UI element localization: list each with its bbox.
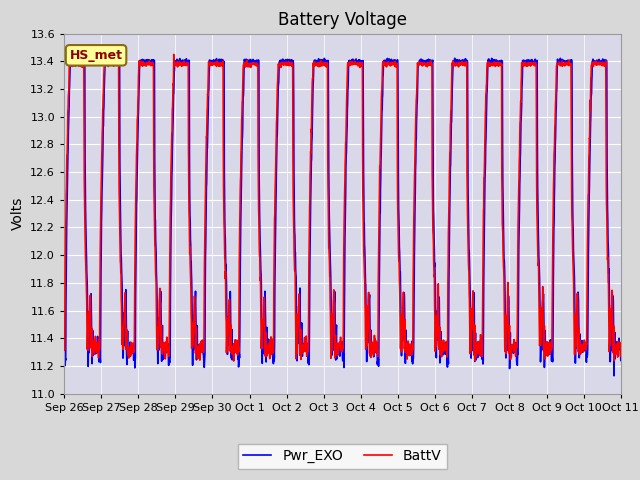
Pwr_EXO <box>451 55 458 61</box>
BattV <box>609 349 617 355</box>
Title: Battery Voltage: Battery Voltage <box>278 11 407 29</box>
BattV <box>542 341 550 347</box>
Line: Pwr_EXO: Pwr_EXO <box>64 58 621 376</box>
Pwr_EXO <box>116 60 124 66</box>
Line: BattV: BattV <box>64 54 621 361</box>
BattV <box>376 154 384 160</box>
BattV <box>116 216 124 222</box>
Pwr_EXO <box>510 340 518 346</box>
Pwr_EXO <box>609 293 617 299</box>
BattV <box>236 188 244 193</box>
Text: HS_met: HS_met <box>70 49 123 62</box>
Y-axis label: Volts: Volts <box>10 197 24 230</box>
BattV <box>617 348 625 354</box>
BattV <box>60 348 68 353</box>
Pwr_EXO <box>376 237 383 243</box>
BattV <box>230 358 237 364</box>
BattV <box>170 51 178 57</box>
Pwr_EXO <box>236 336 244 342</box>
BattV <box>511 346 518 351</box>
Pwr_EXO <box>617 358 625 363</box>
Legend: Pwr_EXO, BattV: Pwr_EXO, BattV <box>238 444 447 469</box>
Pwr_EXO <box>60 355 68 361</box>
Pwr_EXO <box>610 373 618 379</box>
Pwr_EXO <box>542 348 550 354</box>
